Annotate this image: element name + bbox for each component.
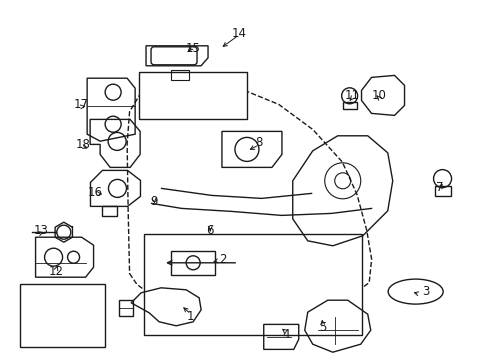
Bar [139,72,246,119]
Text: 14: 14 [232,27,246,40]
Text: 16: 16 [88,186,102,199]
Text: 2: 2 [218,253,226,266]
Bar [144,234,361,335]
Text: 12: 12 [49,265,63,278]
Text: 8: 8 [255,136,263,149]
Text: 10: 10 [371,89,386,102]
Text: 9: 9 [150,195,158,208]
Text: 6: 6 [206,224,214,237]
Text: 7: 7 [435,181,443,194]
Text: 17: 17 [73,98,88,111]
Text: 5: 5 [318,321,326,334]
Text: 11: 11 [344,89,359,102]
Bar [20,284,105,347]
Text: 4: 4 [282,328,289,341]
Text: 3: 3 [421,285,428,298]
Text: 18: 18 [76,138,90,150]
Text: 15: 15 [185,42,200,55]
Text: 13: 13 [34,224,49,237]
Text: 1: 1 [186,310,194,323]
